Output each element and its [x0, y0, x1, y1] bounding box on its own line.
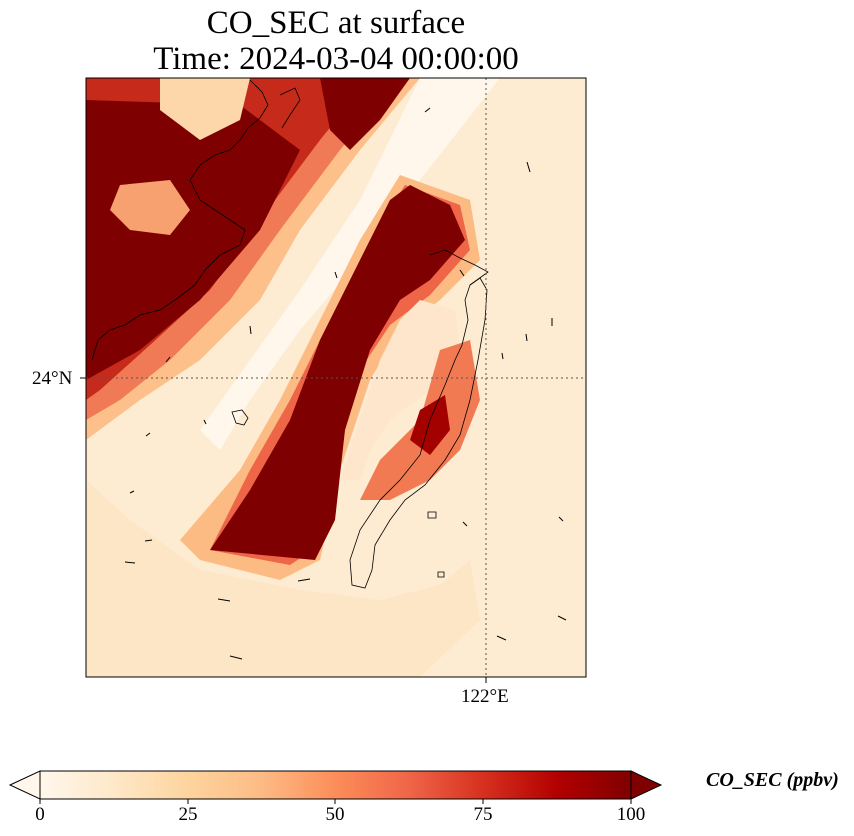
colorbar-tick-label: 75 — [473, 804, 493, 825]
colorbar-tick-label: 50 — [325, 804, 345, 825]
concentration-field — [86, 78, 586, 677]
colorbar-title: CO_SEC (ppbv) — [706, 769, 839, 791]
colorbar-tick-label: 25 — [178, 804, 198, 825]
lat-tick-label: 24°N — [32, 368, 73, 389]
lon-tick-label: 122°E — [461, 686, 509, 707]
map-subtitle-time: Time: 2024-03-04 00:00:00 — [153, 41, 519, 77]
coastline — [91, 79, 489, 589]
map-title: CO_SEC at surface — [206, 5, 466, 41]
colorbar-gradient — [39, 770, 632, 800]
colorbar-tick-label: 0 — [35, 804, 45, 825]
colorbar-tick-label: 100 — [616, 804, 646, 825]
colorbar — [8, 770, 663, 804]
wind-vectors — [124, 107, 567, 660]
colorbar-extend-min — [8, 770, 41, 800]
colorbar-extend-max — [630, 770, 663, 800]
gridlines — [86, 78, 586, 677]
